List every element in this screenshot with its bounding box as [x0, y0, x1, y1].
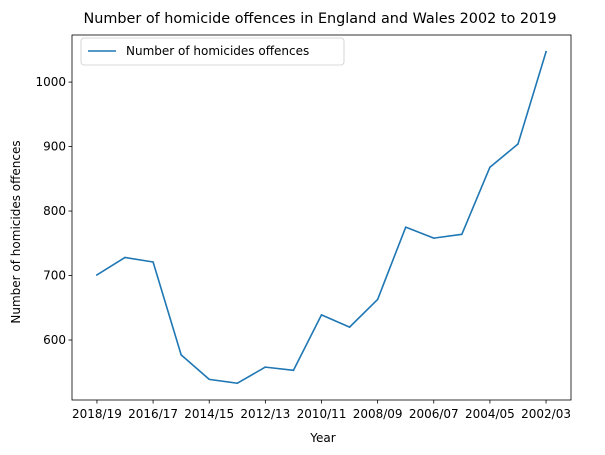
legend: Number of homicides offences	[80, 37, 345, 66]
data-point	[489, 166, 491, 168]
plot-area: 600 700 800 900 1000 2018/19 2016/17 2014/15 201…	[35, 34, 572, 421]
data-point	[404, 226, 407, 228]
data-point	[236, 382, 239, 385]
data-point	[96, 274, 98, 276]
x-axis-label: Year	[309, 431, 335, 445]
x-tick-label: 2014/15	[184, 407, 234, 421]
data-point	[292, 369, 295, 372]
y-tick-label: 900	[43, 140, 66, 154]
data-point	[348, 326, 351, 328]
data-point	[320, 314, 323, 316]
series-line	[95, 50, 548, 385]
data-point	[208, 378, 211, 381]
data-point	[432, 237, 435, 239]
x-tick-label: 2004/05	[465, 407, 515, 421]
legend-label: Number of homicides offences	[126, 44, 309, 58]
x-tick-label: 2006/07	[409, 407, 459, 421]
y-tick-label: 800	[43, 204, 66, 218]
x-tick-label: 2010/11	[297, 407, 347, 421]
data-point	[152, 261, 154, 263]
y-axis-label: Number of homicides offences	[9, 140, 23, 323]
y-tick-label: 700	[43, 269, 66, 283]
data-point	[180, 354, 182, 356]
y-tick-label: 1000	[35, 75, 66, 89]
data-point	[376, 298, 379, 301]
chart-title: Number of homicide offences in England a…	[83, 11, 556, 27]
data-point	[264, 366, 267, 368]
x-tick-label: 2018/19	[72, 407, 122, 421]
data-point	[124, 256, 126, 259]
x-tick-label: 2012/13	[240, 407, 290, 421]
x-tick-label: 2002/03	[521, 407, 571, 421]
data-point	[461, 233, 463, 236]
x-tick-label: 2008/09	[353, 407, 403, 421]
x-tick-label: 2016/17	[128, 407, 178, 421]
data-point	[517, 143, 519, 145]
legend-box	[80, 37, 345, 66]
plot-frame	[71, 34, 572, 401]
data-point	[545, 50, 547, 53]
y-tick-label: 600	[43, 333, 66, 347]
